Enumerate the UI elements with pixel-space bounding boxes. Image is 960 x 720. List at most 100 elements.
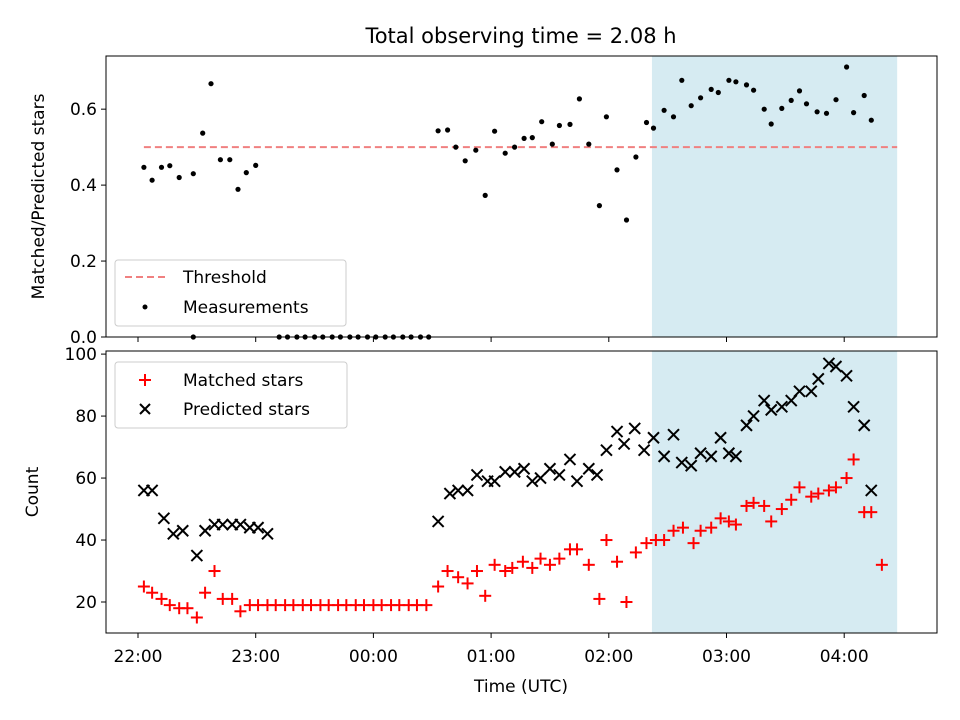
matched-star-point <box>163 599 176 612</box>
matched-star-point <box>516 555 529 568</box>
x-tick-label: 04:00 <box>820 647 869 667</box>
measurement-point <box>492 128 498 134</box>
predicted-star-point <box>198 524 212 537</box>
matched-star-point <box>840 472 853 485</box>
measurement-point <box>235 186 241 192</box>
bottom-legend: Matched stars Predicted stars <box>114 361 348 429</box>
matched-star-point <box>234 605 247 618</box>
predicted-star-point <box>499 465 512 479</box>
predicted-star-point <box>517 462 531 475</box>
measurement-point <box>733 79 739 85</box>
measurement-point <box>661 107 667 113</box>
matched-star-point <box>181 602 194 615</box>
predicted-star-point <box>757 394 771 407</box>
matched-star-point <box>822 484 835 497</box>
matched-star-point <box>865 506 878 519</box>
measurement-point <box>643 119 650 126</box>
measurements-legend-marker <box>142 304 148 310</box>
measurement-point <box>861 92 867 99</box>
matched-star-point <box>676 521 689 534</box>
measurement-point <box>549 141 555 147</box>
measurement-point <box>851 110 857 116</box>
predicted-star-point <box>829 360 843 373</box>
matched-star-point <box>640 537 653 550</box>
matched-star-point <box>432 580 445 593</box>
matched-star-point <box>506 561 519 574</box>
predicted-star-point <box>176 524 189 537</box>
predicted-legend-marker <box>139 403 151 415</box>
measurement-point <box>833 97 839 103</box>
measurement-point <box>768 121 774 127</box>
measurement-point <box>529 135 535 141</box>
y-tick-label: 20 <box>75 593 97 613</box>
measurement-point <box>200 130 206 136</box>
measurement-point <box>596 203 603 209</box>
bottom-legend-box <box>114 361 348 429</box>
measurement-point <box>576 96 583 102</box>
measurement-point <box>539 119 545 125</box>
predicted-star-point <box>261 527 274 541</box>
predicted-star-point <box>637 443 651 457</box>
predicted-star-point <box>543 462 557 475</box>
predicted-star-point <box>747 409 760 423</box>
measurement-point <box>217 157 223 163</box>
top-panel: 0.0 0.2 0.4 0.6 Matched/Predicted stars Thr… <box>29 55 938 348</box>
measurement-point <box>814 109 820 115</box>
predicted-star-point <box>610 425 624 438</box>
measurement-point <box>556 122 563 129</box>
measurement-point <box>435 128 441 134</box>
matched-star-point <box>226 592 239 605</box>
predicted-star-point <box>600 443 613 457</box>
measurement-point <box>453 144 459 150</box>
measurement-point <box>726 77 732 83</box>
measurement-point <box>779 105 785 111</box>
measurement-point <box>743 82 750 88</box>
matched-star-point <box>593 592 606 605</box>
matched-star-point <box>499 565 512 578</box>
predicted-star-point <box>722 447 736 460</box>
bottom-y-axis-label: Count <box>23 466 43 517</box>
predicted-star-point <box>865 484 878 497</box>
matched-star-point <box>629 546 642 559</box>
top-plot-frame <box>105 55 938 338</box>
matched-star-point <box>488 558 501 571</box>
predicted-star-point <box>840 369 853 382</box>
predicted-star-point <box>858 419 871 432</box>
predicted-star-point <box>729 450 743 463</box>
top-legend: Threshold Measurements <box>114 259 347 327</box>
measurement-point <box>482 192 488 198</box>
predicted-star-point <box>488 474 501 488</box>
predicted-star-point <box>251 521 265 534</box>
predicted-star-point <box>793 385 806 398</box>
x-axis-label: Time (UTC) <box>473 677 568 697</box>
measurement-point <box>253 162 259 168</box>
predicted-star-point <box>582 462 595 475</box>
matched-star-point <box>146 586 159 599</box>
measurement-point <box>803 101 810 107</box>
predicted-star-point <box>805 385 818 398</box>
matched-star-point <box>553 552 566 565</box>
measurement-point <box>679 77 685 83</box>
predicted-star-point <box>590 468 604 482</box>
top-highlight-span <box>651 56 898 337</box>
measurement-point <box>521 135 527 141</box>
matched-star-point <box>155 592 168 605</box>
matched-star-point <box>420 599 433 612</box>
matched-star-point <box>812 487 825 500</box>
matched-star-point <box>543 558 556 571</box>
y-tick-label: 0.2 <box>70 252 97 272</box>
matched-star-point <box>470 565 483 578</box>
predicted-star-point <box>570 474 584 488</box>
measurement-point <box>761 106 767 112</box>
predicted-star-point <box>657 450 671 463</box>
measurement-point <box>149 177 155 183</box>
matched-star-point <box>785 493 798 506</box>
predicted-star-point <box>775 400 789 413</box>
matched-star-point <box>441 565 454 578</box>
measurement-point <box>567 121 573 127</box>
matched-star-point <box>571 543 584 556</box>
measurements-legend-label: Measurements <box>183 298 309 318</box>
bottom-x-ticks: 22:00 23:00 00:00 01:00 02:00 03:00 04:00 <box>114 633 869 667</box>
predicted-star-point <box>765 403 778 417</box>
